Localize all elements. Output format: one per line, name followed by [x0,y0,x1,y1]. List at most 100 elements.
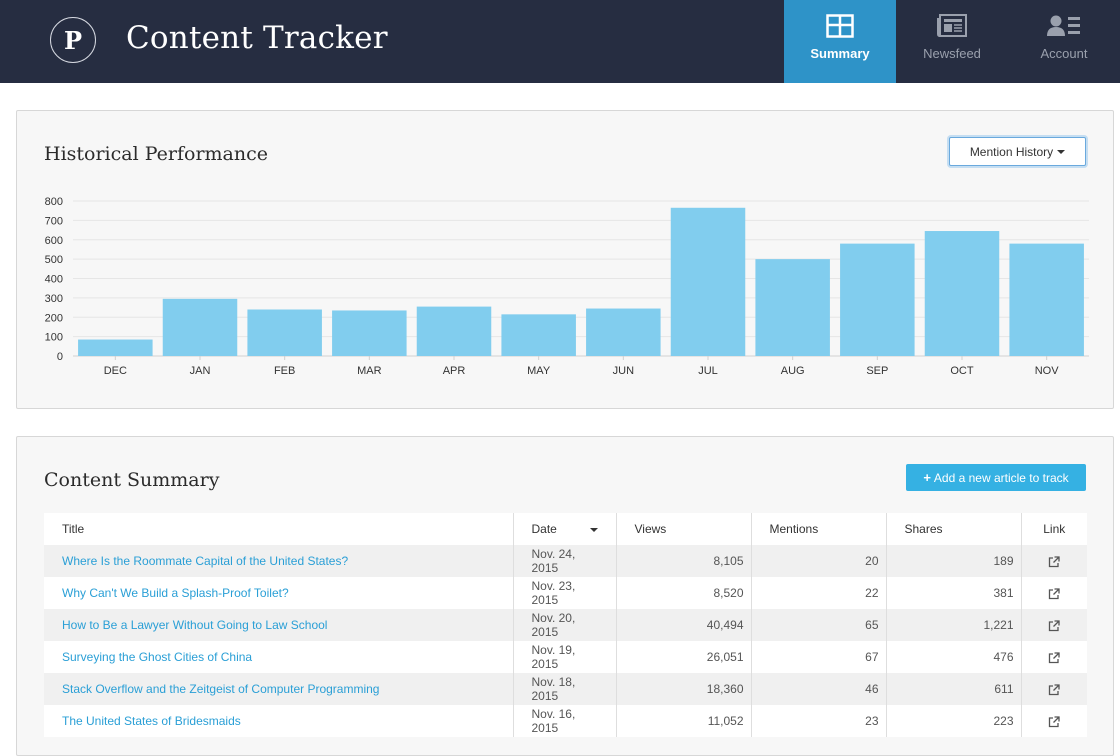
x-tick-label: FEB [274,365,295,377]
bar-may[interactable] [501,314,576,356]
logo[interactable]: P [50,17,96,63]
cell-views: 11,052 [616,705,752,737]
bar-oct[interactable] [924,231,1000,356]
external-link-icon[interactable] [1048,556,1060,568]
external-link-icon[interactable] [1048,684,1060,696]
y-tick-label: 500 [45,254,63,266]
external-link-icon[interactable] [1048,652,1060,664]
cell-title: How to Be a Lawyer Without Going to Law … [44,609,514,641]
bar-jan[interactable] [162,298,238,356]
table-row: Surveying the Ghost Cities of China Nov. … [44,641,1087,673]
bar-apr[interactable] [416,306,492,356]
y-tick-label: 600 [45,235,63,247]
bar-feb[interactable] [247,309,322,357]
plus-icon: + [923,470,931,485]
bar-jul[interactable] [670,207,746,356]
cell-title: The United States of Bridesmaids [44,705,514,737]
x-tick-label: JUN [613,365,634,377]
account-icon [1047,15,1080,36]
sort-desc-icon [589,528,598,532]
bar-sep[interactable] [840,243,915,356]
x-tick-label: SEP [866,365,888,377]
bar-mar[interactable] [332,310,407,356]
main-nav: Summary Newsfeed Account [784,0,1120,83]
nav-newsfeed-label: Newsfeed [923,46,981,61]
historical-performance-panel: Historical Performance Mention History 0… [16,110,1114,409]
y-tick-label: 0 [57,351,63,363]
column-header-date[interactable]: Date [513,513,617,545]
article-link[interactable]: The United States of Bridesmaids [62,714,241,728]
table-row: Where Is the Roommate Capital of the Uni… [44,545,1087,577]
add-article-button[interactable]: + Add a new article to track [906,464,1086,491]
nav-account[interactable]: Account [1008,0,1120,83]
cell-link [1021,545,1087,577]
y-tick-label: 200 [45,312,63,324]
nav-newsfeed[interactable]: Newsfeed [896,0,1008,83]
external-link-icon[interactable] [1048,588,1060,600]
cell-shares: 1,221 [886,609,1022,641]
cell-views: 8,105 [616,545,752,577]
panel-title-performance: Historical Performance [44,143,268,165]
cell-date: Nov. 16, 2015 [513,705,617,737]
newsfeed-icon [937,14,967,37]
x-tick-label: MAR [357,365,382,377]
external-link-icon[interactable] [1048,716,1060,728]
cell-shares: 189 [886,545,1022,577]
cell-mentions: 23 [751,705,887,737]
x-tick-label: OCT [950,365,974,377]
caret-down-icon [1057,150,1066,154]
panel-title-summary: Content Summary [44,469,220,491]
x-tick-label: APR [443,365,466,377]
top-header: P Content Tracker Summary Newsfeed [0,0,1120,83]
content-table: Title Date Views Mentions Shares Link Wh… [44,513,1087,737]
column-header-title[interactable]: Title [44,513,514,545]
table-row: The United States of Bridesmaids Nov. 16,… [44,705,1087,737]
bar-dec[interactable] [78,339,153,356]
y-tick-label: 300 [45,293,63,305]
x-tick-label: AUG [781,365,805,377]
cell-views: 40,494 [616,609,752,641]
cell-title: Why Can't We Build a Splash-Proof Toilet… [44,577,514,609]
bar-nov[interactable] [1009,243,1084,356]
add-article-label: Add a new article to track [933,470,1069,485]
summary-icon [826,14,854,38]
table-row: Stack Overflow and the Zeitgeist of Comp… [44,673,1087,705]
x-tick-label: NOV [1035,365,1060,377]
cell-mentions: 65 [751,609,887,641]
nav-summary[interactable]: Summary [784,0,896,83]
bar-jun[interactable] [586,308,661,356]
cell-date: Nov. 23, 2015 [513,577,617,609]
cell-views: 26,051 [616,641,752,673]
mention-history-dropdown[interactable]: Mention History [949,137,1086,166]
cell-mentions: 46 [751,673,887,705]
dropdown-label: Mention History [969,144,1054,159]
cell-mentions: 67 [751,641,887,673]
column-header-views[interactable]: Views [616,513,752,545]
article-link[interactable]: Where Is the Roommate Capital of the Uni… [62,554,349,568]
cell-title: Where Is the Roommate Capital of the Uni… [44,545,514,577]
cell-mentions: 20 [751,545,887,577]
column-header-shares[interactable]: Shares [886,513,1022,545]
bar-aug[interactable] [755,259,830,356]
external-link-icon[interactable] [1048,620,1060,632]
cell-views: 8,520 [616,577,752,609]
cell-date: Nov. 19, 2015 [513,641,617,673]
cell-shares: 223 [886,705,1022,737]
y-tick-label: 700 [45,215,63,227]
column-header-mentions[interactable]: Mentions [751,513,887,545]
article-link[interactable]: Why Can't We Build a Splash-Proof Toilet… [62,586,289,600]
article-link[interactable]: Stack Overflow and the Zeitgeist of Comp… [62,682,380,696]
nav-summary-label: Summary [810,46,870,61]
cell-mentions: 22 [751,577,887,609]
cell-link [1021,705,1087,737]
cell-shares: 611 [886,673,1022,705]
cell-link [1021,641,1087,673]
column-header-date-label: Date [531,522,557,536]
nav-account-label: Account [1040,46,1088,61]
article-link[interactable]: Surveying the Ghost Cities of China [62,650,253,664]
cell-date: Nov. 20, 2015 [513,609,617,641]
column-header-link[interactable]: Link [1021,513,1087,545]
y-tick-label: 100 [45,332,63,344]
article-link[interactable]: How to Be a Lawyer Without Going to Law … [62,618,328,632]
y-tick-label: 400 [45,274,63,286]
